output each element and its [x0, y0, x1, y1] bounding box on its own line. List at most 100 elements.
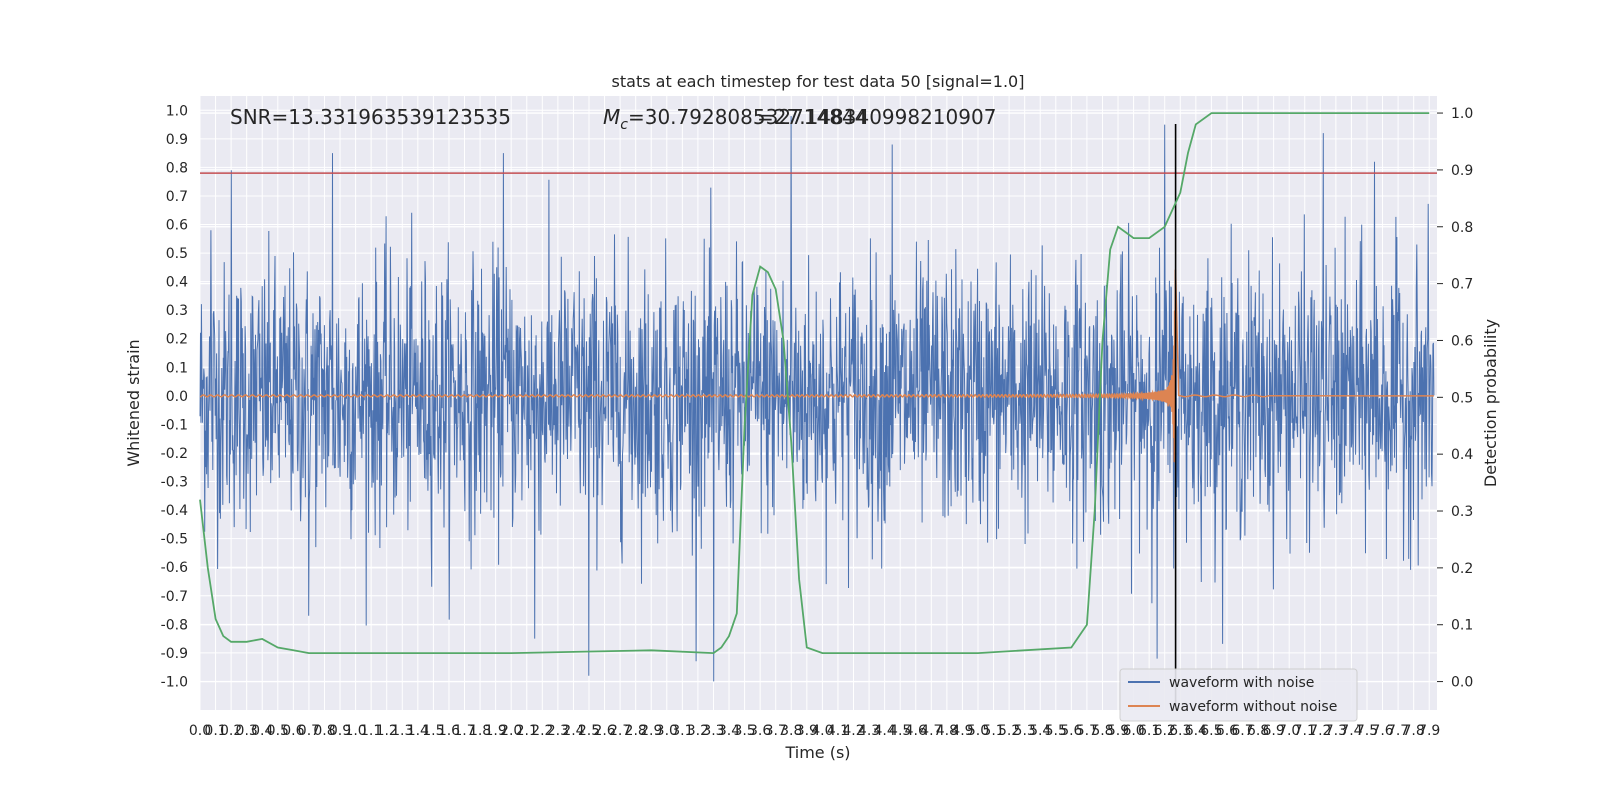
y2-tick-label: 0.2 [1451, 561, 1473, 577]
x-tick-label: 2.7 [609, 723, 631, 739]
x-tick-label: 1.6 [438, 723, 460, 739]
x-tick-label: 6.2 [1154, 723, 1176, 739]
x-tick-label: 7.1 [1294, 723, 1316, 739]
x-tick-label: 5.2 [998, 723, 1020, 739]
y-tick-label: 0.9 [166, 132, 188, 148]
y2-tick-label: 0.6 [1451, 333, 1473, 349]
y-tick-label: 1.0 [166, 103, 188, 119]
x-tick-label: 3.2 [687, 723, 709, 739]
y-tick-label: -0.9 [161, 646, 188, 662]
x-tick-label: 0.2 [220, 723, 242, 739]
x-tick-label: 1.9 [485, 723, 507, 739]
x-tick-label: 6.4 [1185, 723, 1207, 739]
x-tick-label: 0.1 [204, 723, 226, 739]
x-tick-label: 2.9 [640, 723, 662, 739]
x-tick-label: 4.5 [889, 723, 911, 739]
x-tick-label: 2.8 [625, 723, 647, 739]
x-tick-label: 2.5 [578, 723, 600, 739]
x-tick-label: 2.1 [516, 723, 538, 739]
y2-tick-label: 0.7 [1451, 277, 1473, 293]
y2-tick-label: 0.5 [1451, 390, 1473, 406]
series-waveform-with-noise [199, 115, 1435, 682]
y-tick-label: 0.4 [166, 275, 188, 291]
x-tick-label: 1.0 [344, 723, 366, 739]
detection-probability-line [199, 112, 1430, 655]
x-tick-label: 4.3 [858, 723, 880, 739]
x-tick-label: 6.7 [1231, 723, 1253, 739]
x-tick-label: 1.3 [391, 723, 413, 739]
x-tick-label: 5.9 [1107, 723, 1129, 739]
y-tick-label: -0.4 [161, 503, 188, 519]
x-tick-label: 3.9 [796, 723, 818, 739]
x-tick-label: 3.7 [765, 723, 787, 739]
mc-symbol: M [603, 105, 620, 129]
x-tick-label: 4.2 [842, 723, 864, 739]
x-tick-label: 6.0 [1122, 723, 1144, 739]
y-tick-label: 0.5 [166, 246, 188, 262]
x-tick-label: 5.4 [1029, 723, 1051, 739]
x-tick-label: 4.8 [936, 723, 958, 739]
x-tick-label: 6.6 [1216, 723, 1238, 739]
x-tick-label: 1.7 [453, 723, 475, 739]
x-tick-label: 4.6 [905, 723, 927, 739]
mc-value: =30.792808532714844 [628, 105, 867, 129]
y-tick-label: -0.7 [161, 589, 188, 605]
x-tick-label: 7.8 [1403, 723, 1425, 739]
x-tick-label: 0.5 [267, 723, 289, 739]
x-tick-label: 7.6 [1371, 723, 1393, 739]
x-tick-label: 1.5 [422, 723, 444, 739]
y-tick-label: 0.6 [166, 218, 188, 234]
x-tick-label: 7.0 [1278, 723, 1300, 739]
legend-box [1119, 668, 1358, 722]
x-tick-label: 7.2 [1309, 723, 1331, 739]
mc-annotation: Mc=30.792808532714844 [603, 105, 867, 133]
y-tick-label: -0.8 [161, 617, 188, 633]
x-axis-label: Time (s) [784, 743, 850, 762]
x-tick-label: 0.0 [189, 723, 211, 739]
y2-tick-label: 0.1 [1451, 618, 1473, 634]
x-tick-label: 5.7 [1076, 723, 1098, 739]
chart-title: stats at each timestep for test data 50 … [612, 72, 1025, 91]
legend-label-clean: waveform without noise [1169, 699, 1337, 715]
x-tick-label: 7.7 [1387, 723, 1409, 739]
x-tick-label: 5.3 [1014, 723, 1036, 739]
x-tick-label: 2.4 [562, 723, 584, 739]
snr-annotation: SNR=13.331963539123535 [230, 105, 511, 129]
y2-tick-label: 1.0 [1451, 106, 1473, 122]
y2-tick-label: 0.0 [1451, 675, 1473, 691]
x-tick-label: 2.2 [531, 723, 553, 739]
x-tick-label: 5.8 [1091, 723, 1113, 739]
x-tick-label: 1.8 [469, 723, 491, 739]
x-tick-label: 4.1 [827, 723, 849, 739]
y-tick-label: -0.3 [161, 475, 188, 491]
y2-axis-label: Detection probability [1481, 319, 1500, 487]
legend-label-noise: waveform with noise [1169, 675, 1314, 691]
x-tick-label: 3.4 [718, 723, 740, 739]
x-tick-label: 6.5 [1200, 723, 1222, 739]
x-tick-label: 2.3 [547, 723, 569, 739]
y2-axis-ticks: 1.0 0.9 0.8 0.7 0.6 0.5 0.4 0.3 0.2 0.1 0.0 [1437, 106, 1473, 691]
x-tick-label: 7.5 [1356, 723, 1378, 739]
y-tick-label: -0.6 [161, 560, 188, 576]
x-tick-label: 6.9 [1262, 723, 1284, 739]
x-tick-label: 4.9 [951, 723, 973, 739]
x-tick-label: 7.4 [1340, 723, 1362, 739]
y-tick-label: -0.1 [161, 417, 188, 433]
x-tick-label: 6.3 [1169, 723, 1191, 739]
x-tick-label: 1.4 [407, 723, 429, 739]
x-tick-label: 4.0 [811, 723, 833, 739]
x-tick-label: 6.8 [1247, 723, 1269, 739]
y-tick-label: 0.1 [166, 360, 188, 376]
x-tick-label: 0.6 [282, 723, 304, 739]
y-tick-label: -1.0 [161, 674, 188, 690]
x-tick-label: 0.8 [313, 723, 335, 739]
y-tick-label: 0.3 [166, 303, 188, 319]
x-tick-label: 3.3 [702, 723, 724, 739]
overlap-annotation: =27.148340998210907 [757, 105, 996, 129]
y2-tick-label: 0.4 [1451, 447, 1473, 463]
y2-tick-label: 0.9 [1451, 163, 1473, 179]
x-tick-label: 5.1 [982, 723, 1004, 739]
series-detection-probability [199, 112, 1430, 655]
x-tick-label: 7.9 [1418, 723, 1440, 739]
